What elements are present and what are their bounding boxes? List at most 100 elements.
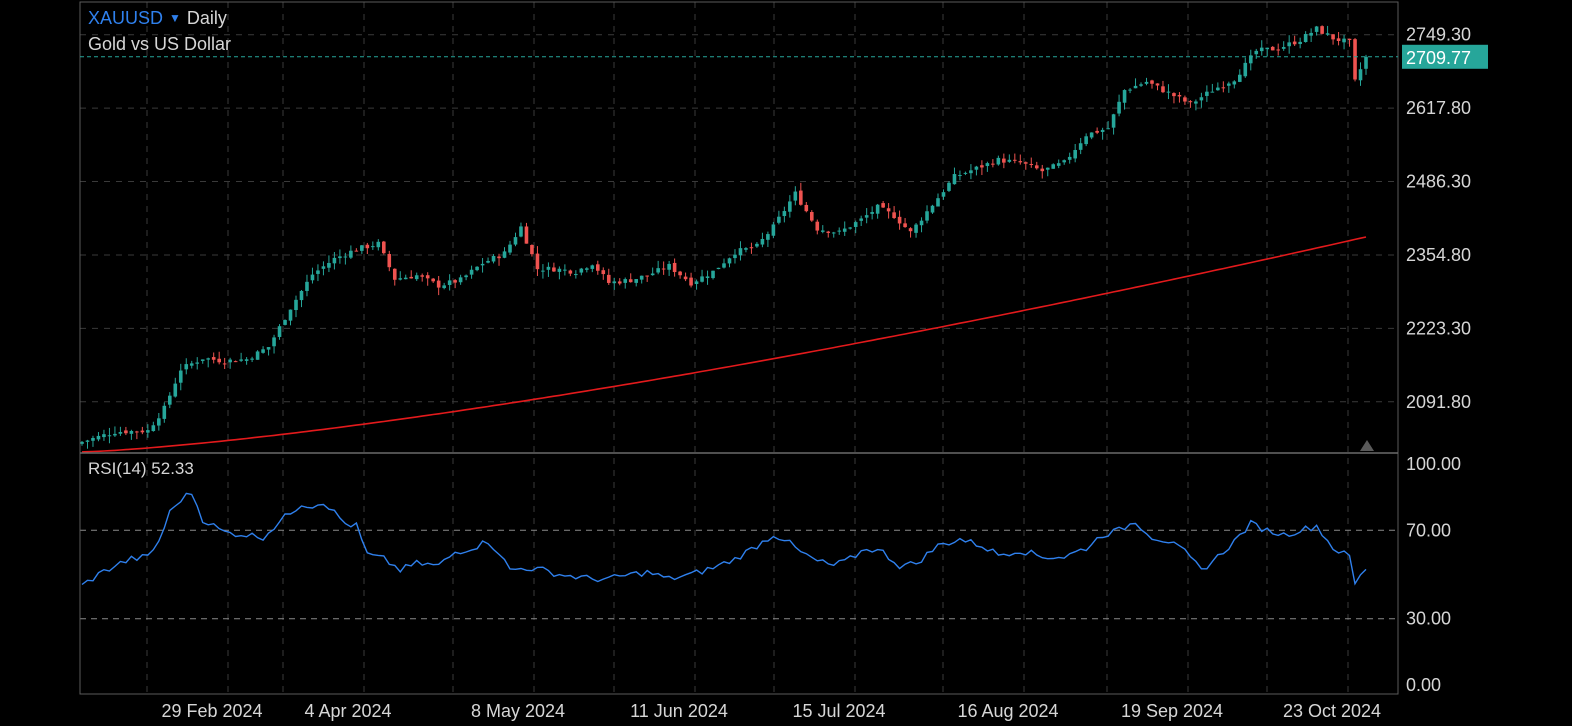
candle-body	[650, 273, 655, 276]
candle-body	[645, 275, 649, 277]
x-tick-label: 19 Sep 2024	[1121, 701, 1223, 721]
candle-body	[162, 405, 167, 419]
candle-body	[864, 215, 869, 218]
candle-body	[453, 280, 457, 283]
candle-body	[694, 281, 699, 285]
candle-body	[579, 268, 584, 273]
candle-body	[508, 244, 512, 253]
price-tick-label: 2354.80	[1406, 245, 1471, 265]
candle-body	[1161, 86, 1165, 93]
candlestick-series	[80, 25, 1368, 449]
candle-body	[667, 263, 671, 270]
candle-body	[321, 266, 326, 269]
price-tick-label: 2223.30	[1406, 318, 1471, 338]
candle-body	[1007, 159, 1012, 162]
candle-body	[760, 238, 765, 245]
candle-body	[360, 245, 364, 251]
candle-body	[952, 174, 957, 185]
candle-body	[820, 230, 825, 232]
candle-body	[1100, 129, 1105, 132]
candle-body	[91, 437, 95, 441]
candle-body	[590, 265, 595, 269]
x-tick-label: 11 Jun 2024	[630, 701, 728, 721]
candle-body	[991, 163, 995, 165]
candle-body	[727, 258, 732, 264]
candle-body	[628, 279, 633, 283]
candle-body	[420, 275, 425, 277]
candle-body	[157, 418, 161, 426]
candle-body	[1029, 163, 1034, 165]
candle-body	[376, 241, 381, 248]
candle-body	[683, 276, 688, 280]
candle-body	[310, 274, 315, 281]
candle-body	[733, 254, 737, 259]
candle-body	[716, 267, 721, 270]
candle-body	[886, 208, 891, 212]
last-price-badge	[1402, 44, 1488, 69]
candle-body	[1353, 39, 1357, 80]
candle-body	[1040, 168, 1045, 172]
candle-body	[80, 441, 84, 444]
rsi-tick-label: 0.00	[1406, 675, 1441, 695]
candle-body	[1045, 167, 1050, 170]
candle-body	[1221, 87, 1226, 89]
candle-body	[519, 226, 523, 237]
candle-body	[217, 358, 221, 363]
candle-body	[409, 276, 414, 279]
candle-body	[980, 165, 984, 168]
candle-body	[431, 278, 435, 282]
candle-body	[749, 247, 754, 249]
candle-body	[606, 274, 611, 283]
candle-body	[425, 275, 430, 279]
rsi-tick-label: 100.00	[1406, 454, 1461, 474]
candle-body	[568, 270, 573, 274]
candle-body	[294, 299, 298, 311]
x-tick-label: 29 Feb 2024	[161, 701, 262, 721]
candle-body	[332, 257, 337, 264]
candle-body	[85, 440, 90, 442]
candle-body	[1342, 38, 1346, 43]
candle-body	[1237, 74, 1242, 82]
candle-body	[947, 182, 951, 191]
x-tick-label: 16 Aug 2024	[957, 701, 1058, 721]
candle-body	[755, 243, 759, 247]
candle-body	[222, 363, 227, 365]
candle-body	[102, 434, 106, 438]
candle-body	[601, 270, 606, 275]
candle-body	[129, 430, 134, 434]
candle-body	[211, 357, 216, 360]
axis-labels: 29 Feb 2024 4 Apr 2024 8 May 2024 11 Jun 20…	[161, 25, 1471, 721]
candle-body	[914, 224, 918, 233]
candle-body	[200, 359, 205, 361]
symbol-selector[interactable]: XAUUSD	[88, 8, 164, 28]
candle-body	[1265, 47, 1270, 50]
candle-body	[1133, 85, 1138, 89]
moving-average-line	[81, 236, 1367, 453]
candle-body	[771, 224, 776, 236]
candle-body	[634, 279, 639, 283]
candle-body	[563, 269, 567, 271]
candle-body	[1144, 81, 1149, 84]
candle-body	[464, 275, 468, 278]
candle-body	[996, 157, 1001, 165]
candle-body	[349, 250, 353, 258]
dropdown-caret-icon[interactable]: ▼	[169, 11, 181, 25]
timeframe-selector[interactable]: Daily	[186, 8, 227, 28]
candle-body	[815, 221, 820, 231]
candle-body	[1298, 41, 1302, 45]
candle-body	[442, 285, 446, 289]
price-tick-label: 2091.80	[1406, 392, 1471, 412]
candle-body	[288, 309, 293, 321]
candle-body	[623, 279, 628, 283]
x-tick-label: 23 Oct 2024	[1283, 701, 1381, 721]
candle-body	[1172, 93, 1176, 97]
candle-body	[1248, 55, 1253, 64]
candle-body	[327, 262, 331, 268]
candle-body	[870, 212, 874, 214]
candle-body	[1095, 130, 1099, 133]
candle-body	[1281, 47, 1286, 49]
candle-body	[1276, 49, 1281, 51]
axes: 2709.77	[79, 1, 1488, 695]
last-price-label: 2709.77	[1406, 48, 1471, 68]
